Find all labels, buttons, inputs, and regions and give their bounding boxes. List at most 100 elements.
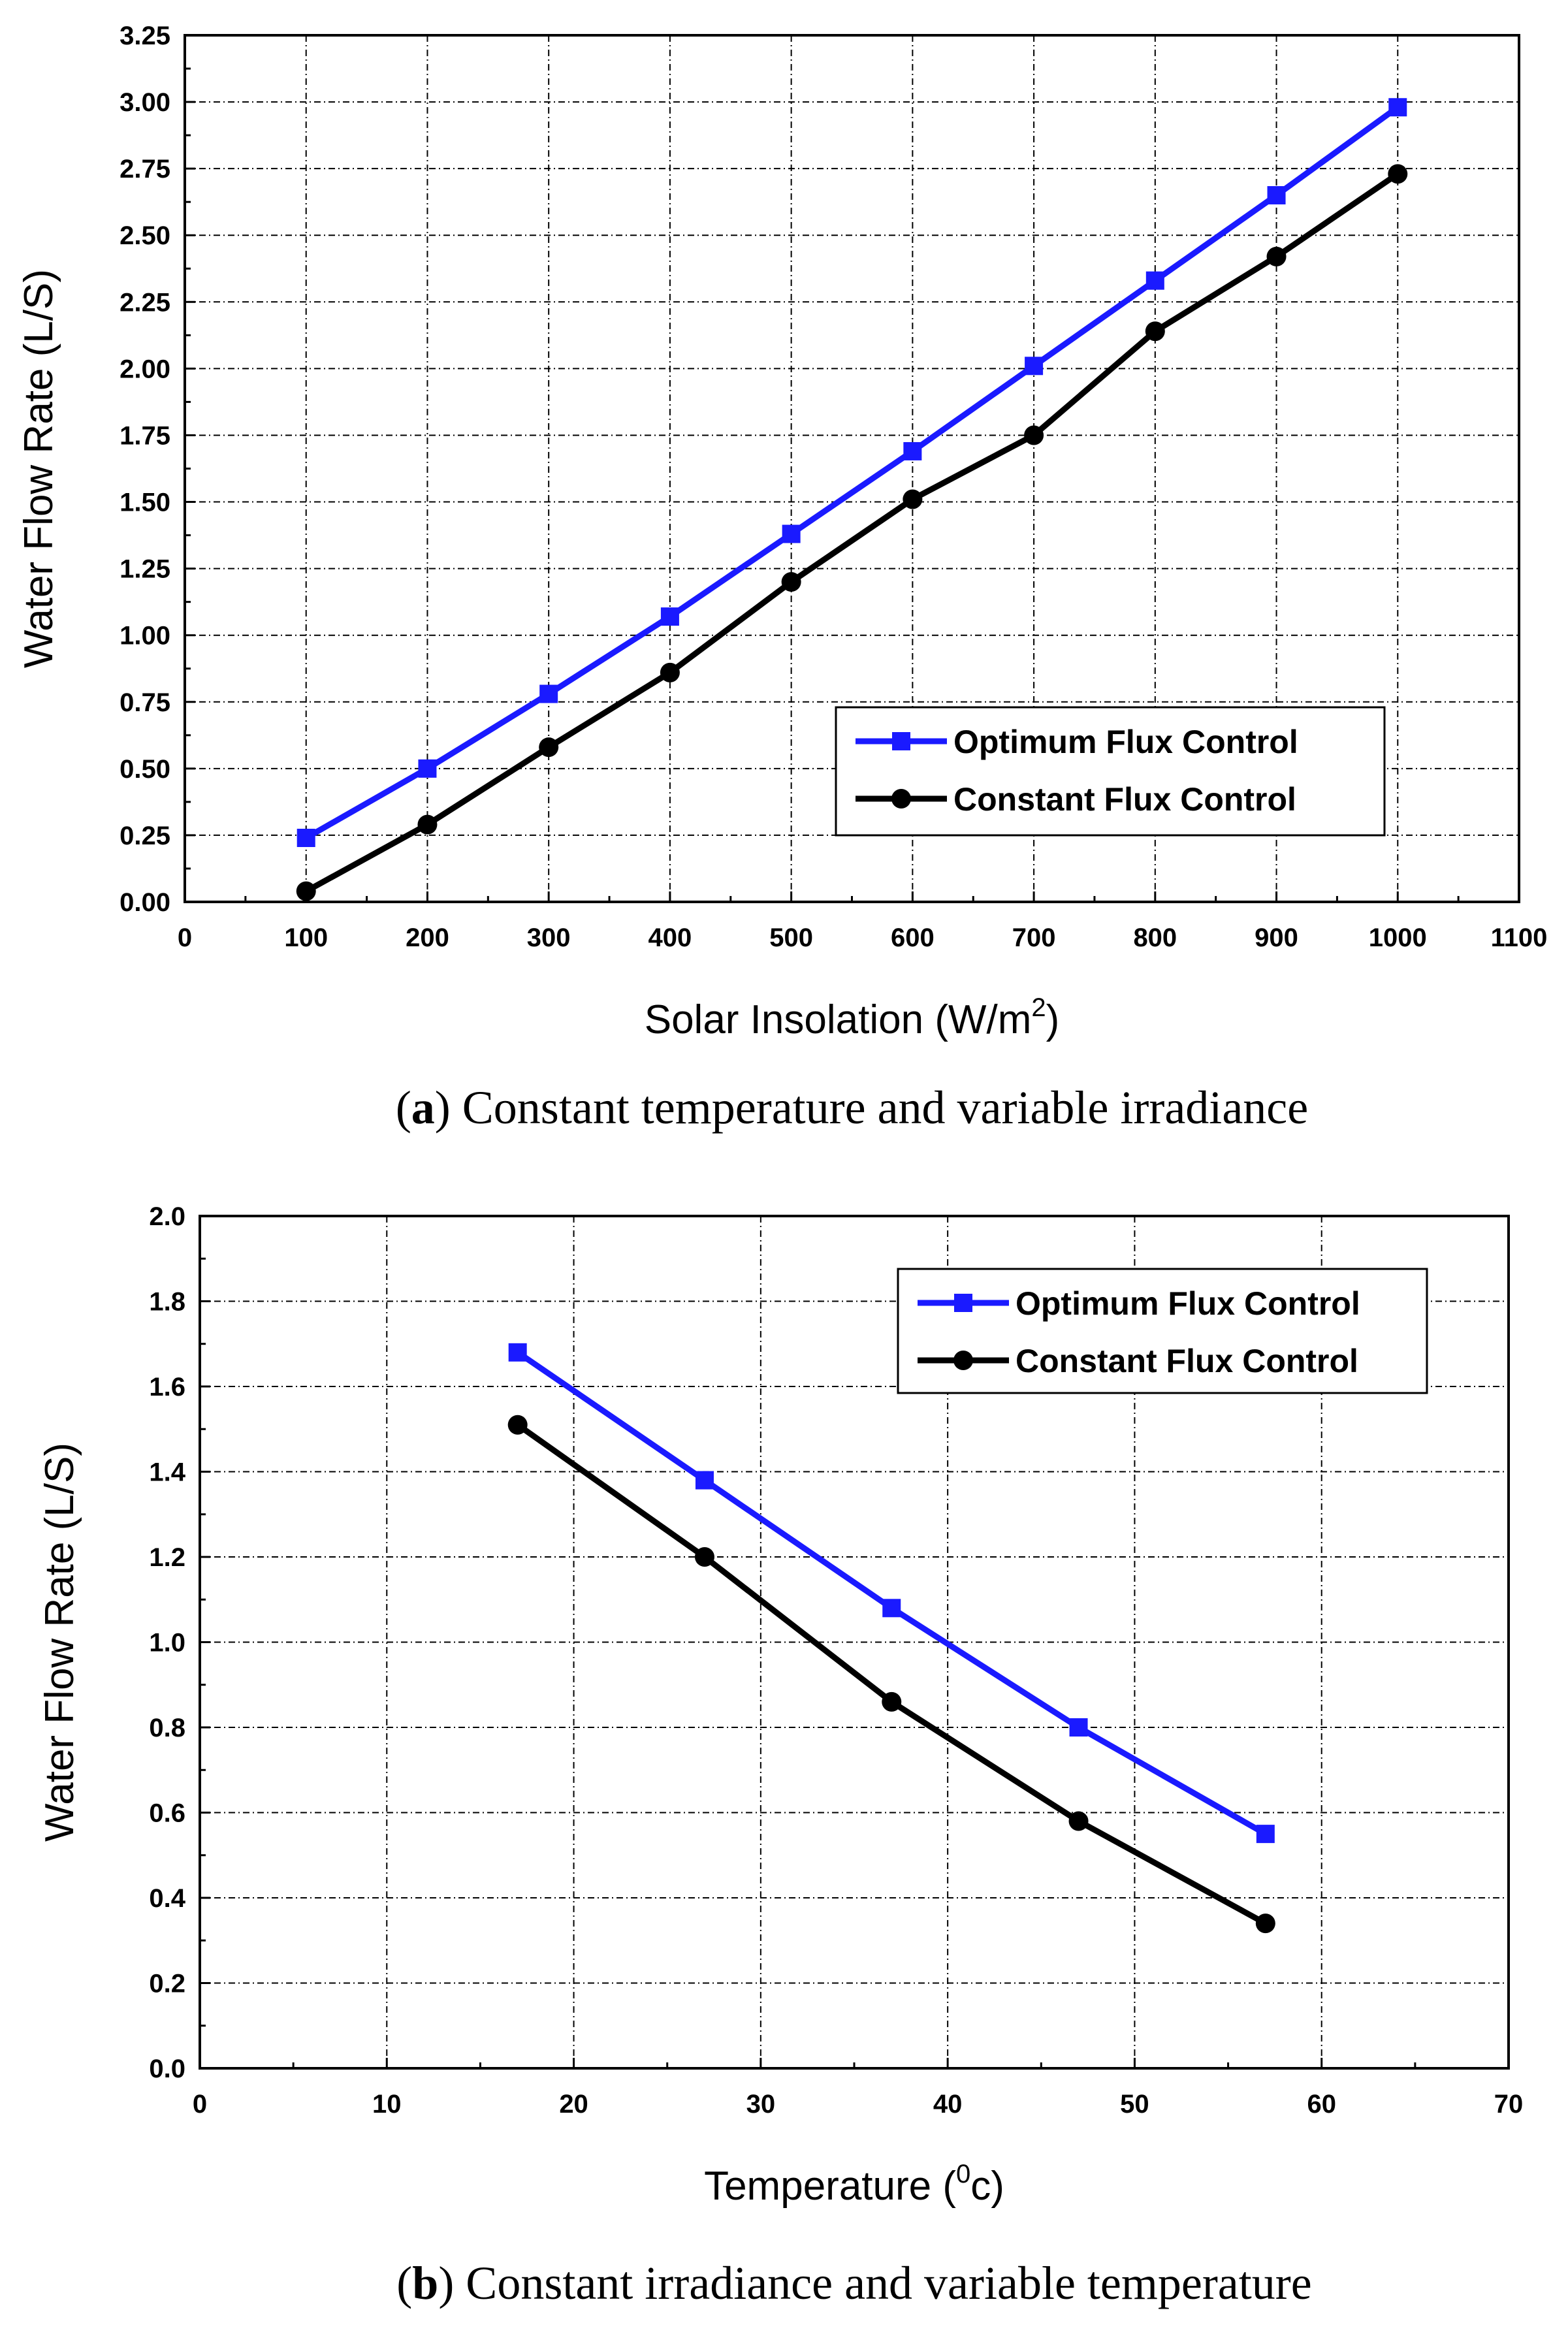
caption-open-paren: ( bbox=[396, 2257, 412, 2309]
y-tick-label: 1.50 bbox=[120, 488, 170, 517]
x-tick-label: 800 bbox=[1133, 923, 1177, 952]
y-tick-label: 1.75 bbox=[120, 421, 170, 450]
y-tick-label: 0.6 bbox=[149, 1799, 185, 1828]
legend-box bbox=[835, 706, 1386, 837]
legend-label: Optimum Flux Control bbox=[953, 724, 1298, 760]
y-tick-label: 0.4 bbox=[149, 1884, 185, 1913]
legend-square-marker bbox=[892, 732, 910, 750]
y-tick-label: 0.50 bbox=[120, 755, 170, 784]
figure-caption: (a) Constant temperature and variable ir… bbox=[396, 1081, 1308, 1134]
x-tick-label: 70 bbox=[1494, 2090, 1524, 2119]
caption-open-paren: ( bbox=[396, 1081, 411, 1134]
y-tick-label: 0.0 bbox=[149, 2055, 185, 2083]
constant-data-point bbox=[694, 1547, 714, 1567]
x-tick-label: 0 bbox=[178, 923, 192, 952]
constant-data-point bbox=[903, 489, 923, 509]
y-tick-label: 2.50 bbox=[120, 221, 170, 250]
y-tick-label: 3.00 bbox=[120, 88, 170, 117]
caption-close-paren: ) bbox=[438, 2257, 466, 2309]
x-axis-label-end: ) bbox=[1046, 997, 1060, 1042]
x-tick-label: 600 bbox=[891, 923, 935, 952]
figure-caption: (b) Constant irradiance and variable tem… bbox=[396, 2257, 1311, 2309]
x-tick-label: 1100 bbox=[1491, 923, 1548, 952]
legend-label: Constant Flux Control bbox=[1016, 1343, 1358, 1379]
x-tick-label: 100 bbox=[284, 923, 328, 952]
y-axis-label: Water Flow Rate (L/S) bbox=[16, 269, 61, 668]
series-line-optimum bbox=[304, 104, 1400, 841]
optimum-data-point bbox=[695, 1471, 714, 1490]
y-tick-label: 1.8 bbox=[149, 1288, 185, 1317]
x-tick-label: 40 bbox=[933, 2090, 963, 2119]
legend-box bbox=[897, 1268, 1428, 1394]
caption-text: Constant temperature and variable irradi… bbox=[462, 1081, 1308, 1134]
y-tick-label: 1.6 bbox=[149, 1373, 185, 1401]
optimum-data-point bbox=[1145, 271, 1164, 290]
constant-data-point bbox=[882, 1691, 902, 1712]
x-axis-label-superscript: 2 bbox=[1031, 993, 1046, 1022]
y-tick-label: 1.0 bbox=[149, 1629, 185, 1657]
gridlines bbox=[200, 1216, 1509, 2068]
legend-circle-marker bbox=[891, 789, 911, 809]
y-tick-label: 1.00 bbox=[120, 622, 170, 650]
series-line-optimum bbox=[516, 1350, 1268, 1837]
optimum-data-point bbox=[882, 1599, 901, 1618]
caption-letter: b bbox=[412, 2257, 438, 2309]
constant-data-point bbox=[660, 662, 680, 682]
optimum-data-point bbox=[782, 524, 801, 543]
optimum-data-point bbox=[418, 759, 437, 778]
optimum-data-point bbox=[903, 441, 922, 460]
y-tick-label: 1.4 bbox=[149, 1458, 185, 1487]
y-tick-label: 0.8 bbox=[149, 1714, 185, 1742]
x-axis-label-main: Temperature ( bbox=[704, 2164, 956, 2209]
constant-data-point bbox=[417, 814, 438, 835]
y-tick-label: 0.75 bbox=[120, 688, 170, 717]
chart-a-solar-insolation: 0 100 200 300 400 500 600 700 800 900 1000 1100 0.00… bbox=[16, 22, 1547, 1134]
x-tick-label: 500 bbox=[769, 923, 813, 952]
y-tick-label: 1.2 bbox=[149, 1543, 185, 1572]
optimum-data-point bbox=[1069, 1718, 1088, 1737]
series-line-constant bbox=[304, 171, 1400, 894]
constant-data-point bbox=[1266, 246, 1287, 266]
y-tick-label: 2.75 bbox=[120, 155, 170, 184]
y-tick-label: 0.2 bbox=[149, 1970, 185, 1998]
caption-letter: a bbox=[411, 1081, 435, 1134]
constant-data-point bbox=[296, 881, 316, 901]
legend: Optimum Flux Control Constant Flux Contro… bbox=[835, 706, 1386, 837]
y-tick-label: 0.25 bbox=[120, 822, 170, 850]
legend-circle-marker bbox=[953, 1351, 973, 1370]
optimum-data-point bbox=[660, 607, 679, 626]
constant-data-point bbox=[539, 737, 559, 758]
x-axis-label: Solar Insolation (W/m2) bbox=[645, 993, 1060, 1042]
y-tick-label: 0.00 bbox=[120, 888, 170, 917]
chart-b-temperature: 0 10 20 30 40 50 60 70 0.0 0.2 0.4 0.6 0.8 1.0 1.2 1.4 1… bbox=[37, 1202, 1523, 2309]
y-tick-label: 2.00 bbox=[120, 355, 170, 383]
x-tick-label: 300 bbox=[527, 923, 571, 952]
x-axis-label-superscript: 0 bbox=[956, 2160, 970, 2188]
constant-data-point bbox=[507, 1415, 528, 1435]
optimum-data-point bbox=[1388, 98, 1407, 117]
legend: Optimum Flux Control Constant Flux Contro… bbox=[897, 1268, 1428, 1394]
x-axis-label: Temperature (0c) bbox=[704, 2160, 1004, 2209]
x-tick-label: 900 bbox=[1255, 923, 1298, 952]
x-tick-label: 700 bbox=[1012, 923, 1056, 952]
plot-frame bbox=[184, 34, 1520, 903]
x-tick-label: 20 bbox=[559, 2090, 588, 2119]
optimum-data-point bbox=[539, 684, 558, 703]
x-tick-label: 1000 bbox=[1369, 923, 1427, 952]
constant-data-point bbox=[1255, 1914, 1275, 1934]
series-line-constant bbox=[516, 1422, 1267, 1927]
x-axis-label-end: c) bbox=[970, 2164, 1004, 2209]
x-tick-label: 30 bbox=[746, 2090, 776, 2119]
plot-frame bbox=[199, 1215, 1510, 2070]
constant-data-point bbox=[1145, 321, 1165, 342]
optimum-data-point bbox=[1256, 1825, 1275, 1844]
optimum-data-point bbox=[1267, 185, 1286, 204]
constant-data-point bbox=[1388, 164, 1408, 184]
x-tick-label: 400 bbox=[648, 923, 692, 952]
optimum-data-point bbox=[296, 829, 315, 848]
legend-label: Optimum Flux Control bbox=[1016, 1285, 1360, 1322]
legend-label: Constant Flux Control bbox=[953, 781, 1296, 818]
x-tick-label: 50 bbox=[1120, 2090, 1149, 2119]
y-tick-label: 2.0 bbox=[149, 1202, 185, 1231]
